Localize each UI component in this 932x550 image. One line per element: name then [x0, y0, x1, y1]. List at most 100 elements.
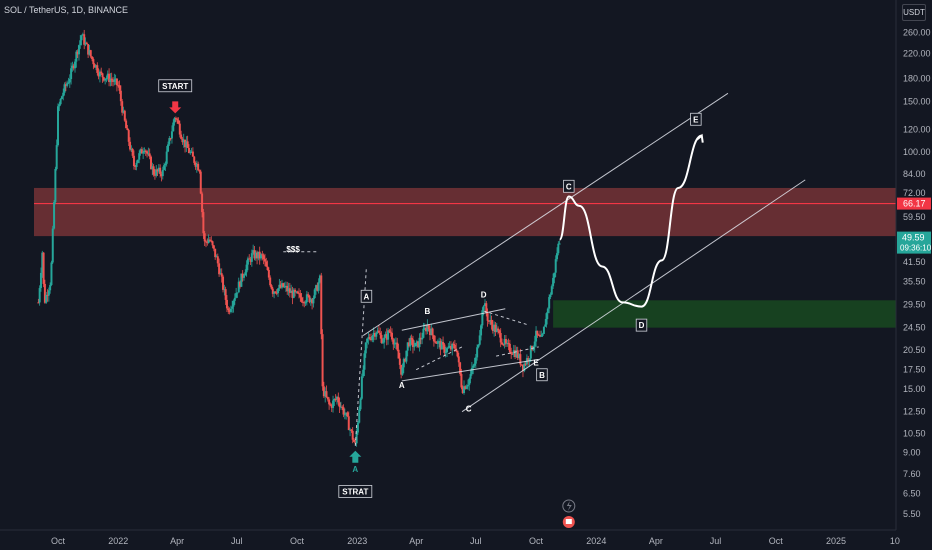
candle-body [45, 294, 48, 303]
candle-body [241, 273, 244, 278]
candle-body [143, 150, 146, 153]
candle-body [126, 128, 129, 131]
wave-label-text: B [539, 371, 545, 380]
candle-body [190, 151, 193, 153]
candle-body [309, 299, 312, 303]
y-tick-label: 100.00 [903, 147, 931, 157]
candle-body [131, 148, 134, 156]
candle-body [401, 367, 404, 375]
candle-body [96, 65, 99, 73]
candle-body [425, 327, 428, 332]
candle-body [106, 73, 109, 78]
candle-body [193, 156, 196, 163]
candle-body [501, 342, 504, 345]
candle-body [358, 409, 361, 423]
wave-label-4: A [360, 289, 373, 303]
candle-body [104, 78, 107, 81]
candle-body [510, 352, 513, 354]
wave-label-text: C [566, 182, 572, 191]
candle-body [129, 141, 132, 150]
currency-button[interactable]: USDT [902, 4, 926, 21]
candle-body [228, 310, 231, 312]
y-tick-label: 59.50 [903, 212, 926, 222]
candle-body [235, 293, 238, 298]
candle-body [55, 145, 58, 169]
y-tick-label: 150.00 [903, 96, 931, 106]
x-tick-label: 2022 [108, 536, 128, 546]
candle-body [260, 254, 263, 259]
candle-body [236, 292, 239, 294]
wave-label-11: C [563, 179, 575, 193]
candle-body [123, 110, 126, 121]
candle-body [79, 40, 82, 46]
candle-body [443, 344, 446, 353]
y-tick-label: 24.50 [903, 323, 926, 333]
candle-body [290, 290, 293, 293]
symbol-title: SOL / TetherUS, 1D, BINANCE [4, 5, 129, 15]
candle-body [553, 272, 556, 278]
candle-body [269, 277, 272, 286]
candle-body [489, 320, 492, 322]
candle-body [345, 412, 348, 415]
candle-body [353, 439, 356, 442]
candle-body [299, 293, 302, 298]
wave-label-text: STRAT [342, 487, 368, 496]
candle-body [552, 277, 555, 287]
candle-body [335, 396, 338, 400]
candle-body [515, 350, 518, 358]
candle-body [493, 324, 496, 331]
candle-body [477, 344, 480, 348]
wave-label-text: START [162, 82, 188, 91]
candle-body [119, 90, 122, 102]
candle-body [435, 342, 438, 344]
candle-body [312, 298, 315, 304]
wave-label-1: $$$ [286, 245, 300, 254]
candle-body [201, 193, 204, 213]
candle-body [161, 169, 164, 177]
wave-label-9: E [533, 359, 539, 368]
candle-body [197, 163, 200, 171]
candle-body [373, 332, 376, 337]
x-tick-label: Jul [710, 536, 722, 546]
candle-body [339, 406, 342, 408]
x-tick-label: Oct [51, 536, 66, 546]
candle-body [438, 341, 441, 343]
candle-body [219, 273, 222, 275]
candle-body [426, 324, 429, 332]
candle-body [267, 269, 270, 278]
wave-label-box [158, 79, 193, 93]
candle-body [54, 168, 57, 203]
candle-body [389, 331, 392, 333]
candle-body [507, 343, 510, 345]
x-tick-label: Jul [231, 536, 243, 546]
candle-body [342, 407, 345, 415]
candle-body [540, 335, 543, 337]
wave-label-text: E [533, 359, 539, 368]
candle-body [397, 349, 400, 359]
wave-label-text: C [466, 405, 472, 414]
wave-label-text: A [399, 381, 405, 390]
wave-label-box [563, 179, 575, 193]
candle-body [149, 156, 152, 169]
candle-body [168, 138, 171, 145]
x-tick-label: Jul [470, 536, 482, 546]
candle-body [163, 165, 166, 170]
candle-body [159, 167, 162, 174]
candle-body [114, 78, 117, 80]
candle-body [81, 34, 84, 36]
candle-body [115, 78, 118, 86]
candle-body [371, 336, 374, 341]
candle-body [89, 50, 92, 57]
candle-body [332, 400, 335, 408]
trendline-6 [415, 346, 463, 371]
candle-body [214, 248, 217, 258]
candle-body [258, 251, 261, 259]
candle-body [528, 358, 531, 362]
candle-body [297, 293, 300, 295]
trendline-2 [401, 358, 539, 382]
candle-body [452, 343, 455, 346]
candle-body [186, 141, 189, 148]
candle-body [494, 324, 497, 332]
